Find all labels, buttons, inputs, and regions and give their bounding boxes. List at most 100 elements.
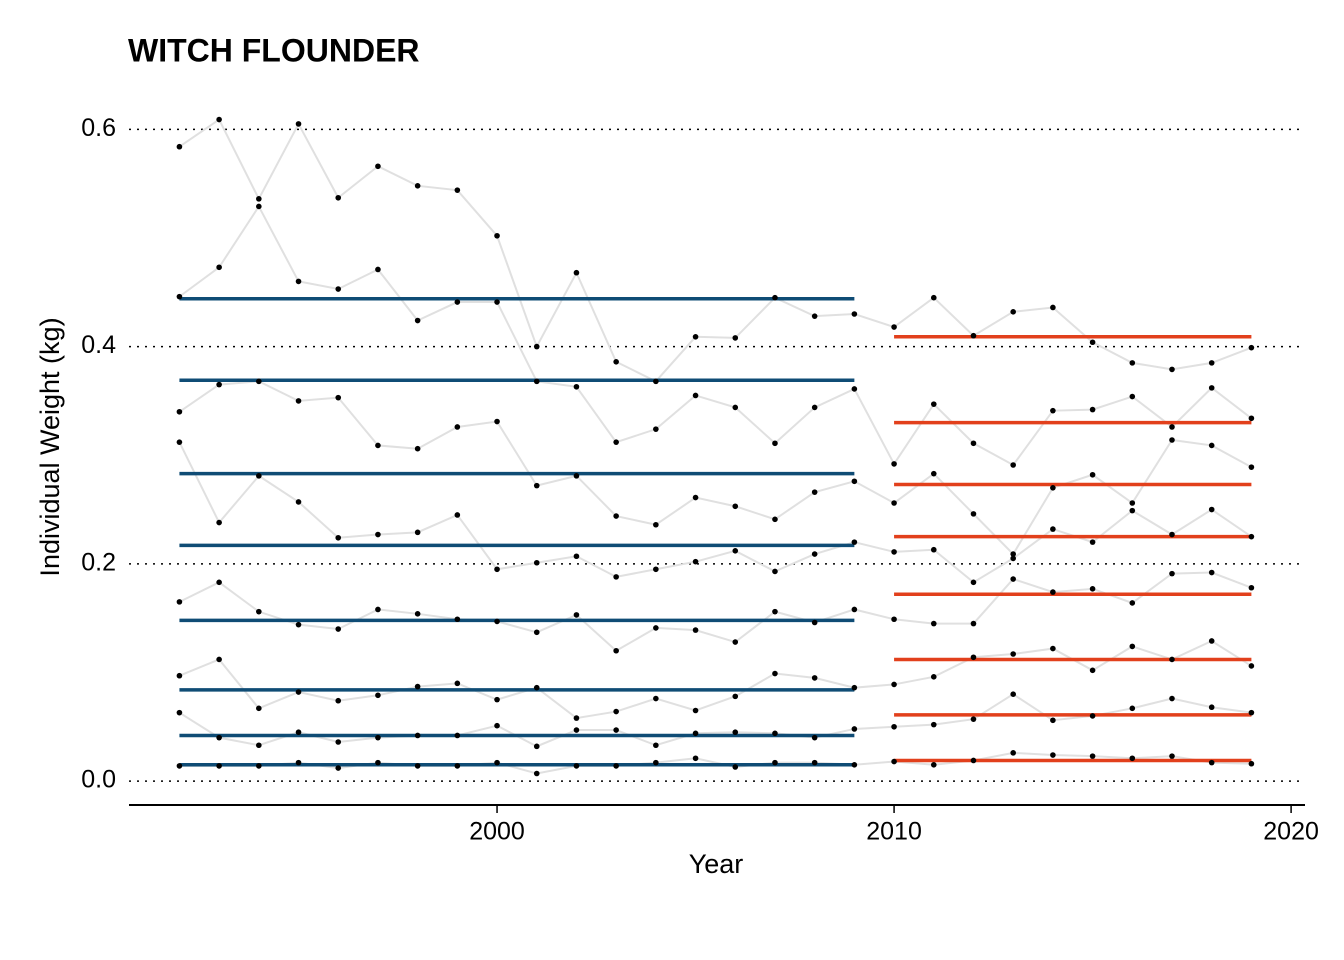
point [851,762,858,768]
point [1208,638,1215,644]
point [176,763,183,769]
point [970,716,977,722]
point [891,549,897,555]
point [891,681,897,688]
point [375,759,381,766]
point [851,684,858,691]
point [930,674,937,680]
point [1050,485,1056,491]
point [494,696,500,703]
point [692,334,699,340]
point [692,707,699,714]
point [454,299,461,305]
point [1089,539,1096,545]
point [573,715,580,721]
point [613,513,619,519]
point [772,730,778,737]
point [494,418,500,425]
point [970,620,977,627]
point [1089,667,1096,674]
point [732,404,739,411]
point [970,757,977,764]
point [256,763,262,769]
point [1089,753,1096,759]
point [811,619,818,626]
point [1129,705,1136,712]
point [772,516,778,523]
point [573,727,580,733]
point [732,548,739,554]
point [653,742,659,749]
point [454,424,461,430]
point [891,616,897,623]
point [335,697,342,704]
point [216,264,222,271]
point [811,734,818,741]
point [1248,584,1255,591]
point [573,269,580,276]
y-tick-label: 0.6 [81,114,116,142]
point [1169,753,1175,759]
point [573,383,580,390]
point [454,187,461,193]
point [732,639,739,645]
point [891,758,897,765]
point [533,743,540,750]
point [970,654,977,661]
point [772,294,778,301]
point [772,670,778,677]
point [176,672,183,679]
point [851,726,858,732]
point [811,313,818,319]
point [930,294,937,301]
point [613,727,619,733]
point [295,398,302,404]
point [772,608,778,615]
point [692,755,699,762]
point [930,762,937,768]
point [533,482,540,489]
point [1089,339,1096,346]
point [573,473,580,479]
point [533,684,540,691]
point [1129,360,1136,366]
point [375,692,381,699]
point [295,689,302,695]
point [613,647,619,654]
point [414,445,421,452]
point [772,440,778,447]
point [930,620,937,627]
point [970,511,977,517]
point [216,763,222,769]
point [930,470,937,477]
point [295,621,302,628]
point [1169,437,1175,443]
point [692,558,699,565]
point [1010,691,1016,697]
point [295,729,302,736]
point [335,765,342,771]
point [414,763,421,769]
point [1169,695,1175,702]
point [256,705,262,712]
point [454,512,461,518]
point [613,574,619,580]
point [1248,760,1255,767]
point [335,394,342,401]
point [335,626,342,632]
point [216,656,222,663]
point [375,531,381,538]
series-line [178,204,1253,467]
point [256,742,262,749]
x-tick-label: 2000 [469,818,525,846]
point [1248,344,1255,351]
point [375,606,381,613]
point [1010,462,1016,468]
point [613,439,619,445]
x-tick-label: 2020 [1263,818,1319,846]
point [414,317,421,324]
y-tick-label: 0.0 [81,766,116,794]
point [176,439,183,445]
point [533,343,540,350]
